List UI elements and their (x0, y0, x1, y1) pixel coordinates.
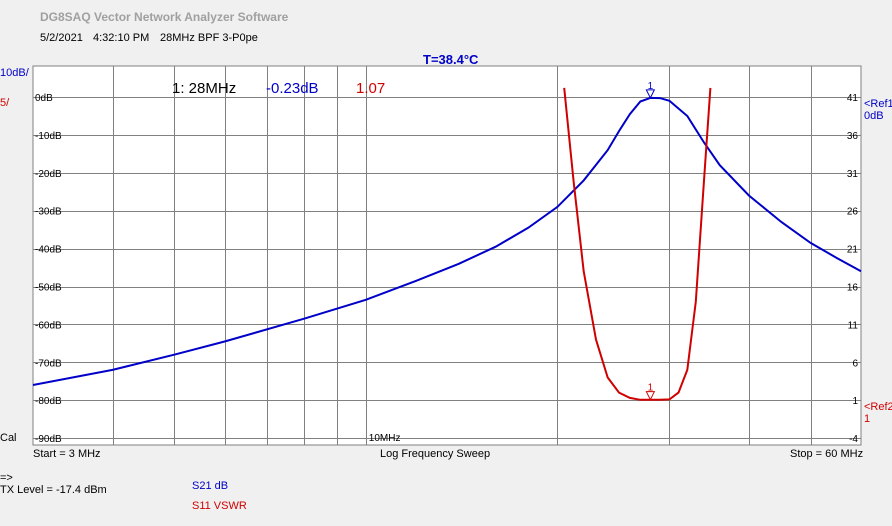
x-tick-label: 10MHz (369, 433, 401, 444)
s21-marker-triangle (645, 89, 656, 99)
sweep-mode[interactable]: Log Frequency Sweep (380, 448, 491, 460)
left-tick-label: -50dB (35, 283, 62, 294)
s11-marker[interactable]: 1 (645, 383, 656, 401)
tx-level[interactable]: TX Level = -17.4 dBm (0, 484, 107, 496)
s11-marker-triangle (645, 391, 656, 401)
temperature-readout: T=38.4°C (423, 52, 479, 67)
start-frequency[interactable]: Start = 3 MHz (33, 448, 101, 460)
cal-indicator[interactable]: Cal (0, 432, 17, 444)
right-tick-label: -4 (849, 434, 858, 445)
ref2-name: <Ref2 (864, 401, 892, 413)
left-tick-label: -60dB (35, 320, 62, 331)
arrow-indicator: => (0, 472, 13, 484)
left-axis-ticks: 0dB -10dB -20dB -30dB -40dB -50dB -60dB -70dB -8… (35, 93, 62, 445)
s11-scale-label: 5/ (0, 97, 10, 109)
ref2-value: 1 (864, 413, 871, 425)
left-tick-label: -90dB (35, 434, 62, 445)
right-tick-label: 36 (847, 131, 859, 142)
info-description: 28MHz BPF 3-P0pe (160, 32, 258, 44)
right-tick-label: 1 (852, 396, 858, 407)
marker-readout-label: 1: 28MHz (172, 80, 236, 97)
ref1-name: <Ref1 (864, 98, 892, 110)
legend-s11[interactable]: S11 VSWR (192, 500, 247, 512)
right-tick-label: 31 (847, 169, 859, 180)
left-tick-label: -10dB (35, 131, 62, 142)
marker-readout-s11: 1.07 (356, 80, 385, 97)
ref1-label: <Ref1 0dB (864, 98, 892, 122)
ref1-value: 0dB (864, 110, 884, 122)
stop-frequency[interactable]: Stop = 60 MHz (790, 448, 864, 460)
right-tick-label: 21 (847, 245, 859, 256)
left-tick-label: -40dB (35, 245, 62, 256)
app-title: DG8SAQ Vector Network Analyzer Software (40, 10, 289, 24)
ref2-label: <Ref2 1 (864, 401, 892, 425)
left-tick-label: -70dB (35, 358, 62, 369)
legend-s21[interactable]: S21 dB (192, 480, 229, 492)
s21-marker[interactable]: 1 (645, 81, 656, 99)
s21-marker-number: 1 (648, 81, 654, 92)
right-tick-label: 26 (847, 207, 859, 218)
left-tick-label: -30dB (35, 207, 62, 218)
grid (33, 66, 861, 445)
right-tick-label: 11 (848, 320, 859, 331)
plot-area (32, 65, 862, 446)
s11-trace (563, 87, 712, 401)
s21-scale-label: 10dB/ (0, 67, 29, 79)
info-time: 4:32:10 PM (93, 32, 150, 44)
left-tick-label: -20dB (35, 169, 62, 180)
right-tick-label: 41 (847, 93, 859, 104)
right-tick-label: 16 (847, 283, 859, 294)
left-tick-label: -80dB (35, 396, 62, 407)
info-date: 5/2/2021 (40, 32, 83, 44)
marker-readout-s21: -0.23dB (266, 80, 319, 97)
right-axis-ticks: 41 36 31 26 21 16 11 6 1 -4 (847, 93, 859, 445)
left-tick-label: 0dB (35, 93, 53, 104)
right-tick-label: 6 (852, 358, 858, 369)
s11-marker-number: 1 (648, 383, 654, 394)
s21-trace (32, 96, 862, 386)
